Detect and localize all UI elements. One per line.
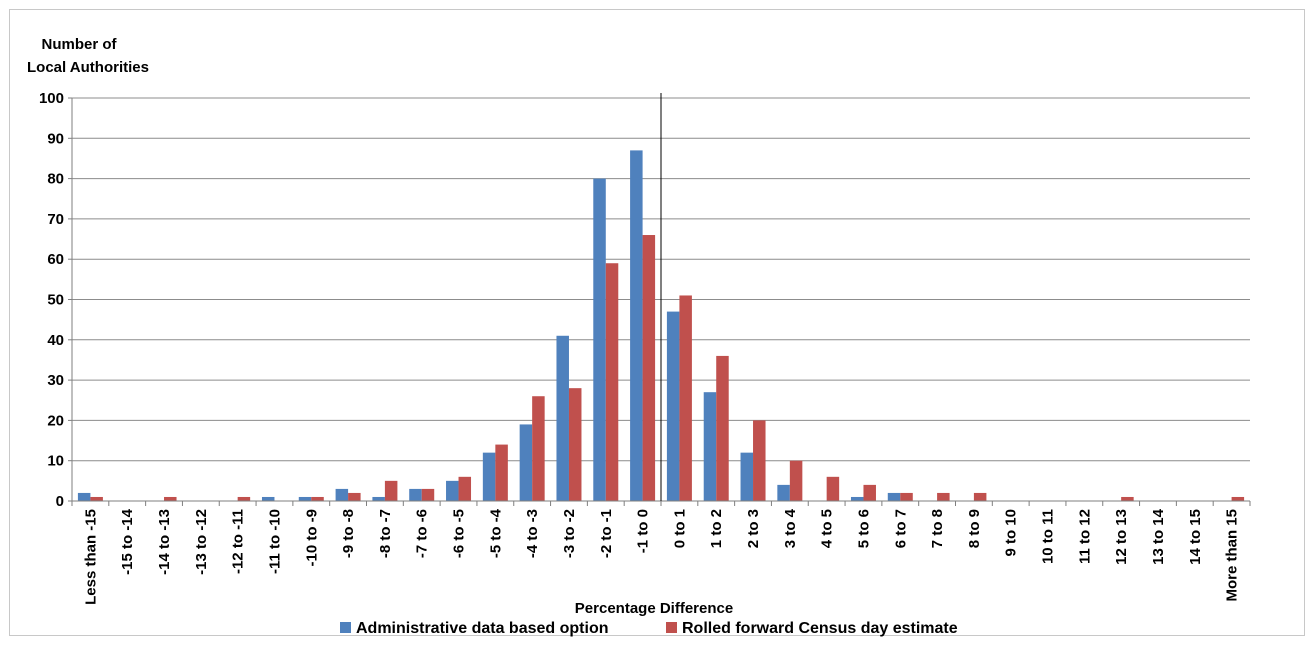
y-tick-label: 20: [47, 412, 64, 429]
x-tick-labels: Less than -15 -15 to -14 -14 to -13 -13 to …: [82, 508, 1240, 605]
x-tick-label: -2 to -1: [598, 509, 615, 558]
x-tick-label: 4 to 5: [819, 509, 836, 548]
bar-rolled: [716, 355, 729, 501]
legend-swatch-admin: [340, 622, 351, 633]
y-axis-label-line-1: Number of: [42, 36, 118, 53]
axes: [68, 93, 1251, 506]
y-tick-labels: 0 10 20 30 40 50 60 70 80 90 100: [39, 90, 64, 510]
x-tick-label: 6 to 7: [892, 509, 909, 548]
x-tick-label: -15 to -14: [119, 508, 136, 575]
y-tick-label: 80: [47, 171, 64, 188]
bar-rolled: [458, 476, 472, 501]
legend-swatch-rolled: [666, 622, 677, 633]
bar-rolled: [900, 492, 913, 501]
x-tick-label: -5 to -4: [487, 508, 504, 558]
bar-admin: [703, 392, 717, 501]
x-tick-label: -14 to -13: [156, 509, 173, 575]
x-tick-label: -8 to -7: [377, 509, 394, 558]
y-tick-label: 50: [47, 292, 64, 309]
bar-admin: [261, 496, 275, 501]
bar-rolled: [384, 480, 398, 501]
bar-admin: [850, 496, 864, 501]
y-tick-label: 10: [47, 453, 64, 470]
bar-admin: [593, 178, 606, 501]
x-tick-label: 8 to 9: [966, 509, 983, 548]
x-tick-label: 11 to 12: [1076, 509, 1093, 564]
bar-rolled: [495, 444, 508, 501]
bar-rolled: [1121, 496, 1134, 501]
x-tick-label: -7 to -6: [414, 509, 431, 558]
x-tick-label: 12 to 13: [1113, 509, 1130, 565]
bar-rolled: [421, 488, 435, 501]
bars: [77, 150, 1245, 501]
y-tick-label: 40: [47, 332, 64, 349]
bar-rolled: [1231, 496, 1245, 501]
x-tick-label: More than 15: [1224, 509, 1241, 602]
x-tick-label: -9 to -8: [340, 509, 357, 558]
x-tick-label: -10 to -9: [303, 509, 320, 567]
bar-admin: [666, 311, 680, 501]
chart-frame: 0 10 20 30 40 50 60 70 80 90 100 Less than -15 -15 …: [9, 9, 1305, 637]
x-tick-label: 5 to 6: [855, 509, 872, 548]
y-tick-label: 100: [39, 90, 64, 107]
bar-admin: [335, 488, 349, 501]
bar-rolled: [237, 496, 251, 501]
x-tick-label: 3 to 4: [782, 508, 799, 548]
bar-rolled: [90, 496, 103, 501]
bar-admin: [519, 424, 533, 501]
y-tick-label: 70: [47, 211, 64, 228]
y-tick-label: 60: [47, 251, 64, 268]
y-tick-label: 90: [47, 130, 64, 147]
x-tick-label: 2 to 3: [745, 509, 762, 548]
bar-admin: [482, 452, 496, 501]
x-tick-label: 1 to 2: [708, 509, 725, 548]
legend: Administrative data based option Rolled …: [340, 620, 958, 637]
x-axis-label: Percentage Difference: [575, 600, 733, 617]
x-tick-label: 13 to 14: [1150, 508, 1167, 565]
histogram-chart: 0 10 20 30 40 50 60 70 80 90 100 Less than -15 -15 …: [27, 36, 1251, 637]
bar-admin: [446, 480, 459, 501]
bar-rolled: [311, 496, 324, 501]
x-tick-label: 7 to 8: [929, 509, 946, 548]
x-tick-label: Less than -15: [82, 509, 99, 605]
x-tick-label: -3 to -2: [561, 509, 578, 558]
bar-rolled: [568, 388, 582, 501]
bar-admin: [777, 484, 790, 501]
y-tick-label: 0: [56, 493, 64, 510]
bar-rolled: [789, 460, 803, 501]
x-tick-label: 10 to 11: [1040, 509, 1057, 564]
legend-label-admin: Administrative data based option: [356, 620, 608, 637]
x-tick-label: -11 to -10: [266, 509, 283, 574]
x-tick-label: 14 to 15: [1187, 509, 1204, 565]
bar-rolled: [826, 476, 840, 501]
y-tick-label: 30: [47, 372, 64, 389]
bar-rolled: [753, 420, 766, 501]
x-tick-label: -6 to -5: [451, 509, 468, 558]
x-tick-label: -4 to -3: [524, 509, 541, 558]
bar-admin: [298, 496, 312, 501]
bar-rolled: [348, 492, 361, 501]
bar-admin: [887, 492, 901, 501]
x-tick-label: -13 to -12: [193, 509, 210, 575]
bar-rolled: [973, 492, 987, 501]
bar-admin: [630, 150, 643, 501]
x-tick-label: 0 to 1: [671, 509, 688, 548]
bar-admin: [77, 492, 91, 501]
legend-label-rolled: Rolled forward Census day estimate: [682, 620, 958, 637]
bar-rolled: [532, 396, 545, 501]
bar-rolled: [164, 496, 177, 501]
y-axis-label-line-2: Local Authorities: [27, 59, 149, 76]
x-tick-label: -1 to 0: [635, 509, 652, 553]
bar-rolled: [679, 295, 692, 501]
x-tick-label: 9 to 10: [1003, 509, 1020, 557]
bar-admin: [409, 488, 422, 501]
bar-admin: [740, 452, 754, 501]
bar-rolled: [937, 492, 950, 501]
bar-admin: [372, 496, 385, 501]
x-tick-label: -12 to -11: [230, 509, 247, 574]
bar-rolled: [642, 235, 656, 501]
bar-rolled: [863, 484, 876, 501]
bar-admin: [556, 335, 569, 501]
bar-rolled: [605, 263, 619, 501]
